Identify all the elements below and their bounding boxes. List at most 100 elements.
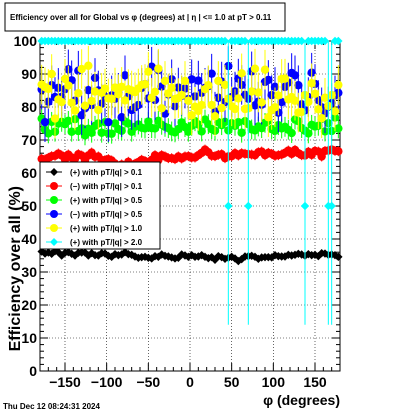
data-point [260, 65, 270, 74]
data-point [154, 64, 163, 73]
data-point [277, 97, 286, 107]
chart-title: Efficiency over all for Global vs φ (deg… [10, 13, 272, 22]
data-point [107, 129, 116, 138]
series-1 [37, 247, 343, 266]
data-point [94, 105, 103, 115]
data-point [214, 76, 223, 86]
data-point [240, 36, 250, 46]
data-point [130, 252, 140, 261]
data-point [317, 114, 326, 123]
y-tick-label: 50 [21, 198, 37, 214]
data-point [197, 127, 206, 136]
data-point [110, 83, 120, 92]
data-point [80, 131, 90, 140]
x-tick-label: 150 [303, 374, 327, 390]
series-5 [37, 45, 343, 139]
data-point [180, 251, 190, 260]
data-point [274, 91, 283, 100]
data-point [107, 94, 116, 103]
legend-marker [50, 196, 58, 204]
data-point [220, 117, 230, 127]
data-point [204, 81, 213, 90]
legend: (+) with pT/|q| > 0.1 (−) with pT/|q| > 0… [39, 161, 161, 250]
legend-box [39, 161, 161, 250]
data-point [40, 117, 50, 127]
data-point [217, 103, 226, 113]
data-point [220, 36, 230, 46]
data-point [334, 124, 343, 133]
series-6 [37, 36, 343, 325]
data-point [64, 116, 73, 126]
data-point [74, 88, 83, 98]
footer-timestamp: Thu Dec 12 08:24:31 2024 [3, 402, 100, 411]
data-point [47, 69, 56, 79]
x-tick-label: −100 [91, 374, 123, 390]
y-tick-label: 40 [21, 231, 37, 247]
data-point [327, 201, 336, 211]
data-point [230, 254, 240, 263]
data-point [244, 201, 253, 211]
data-point [307, 79, 316, 88]
data-point [87, 248, 96, 258]
data-point [87, 96, 96, 106]
y-axis-label: Efficiency over all (%) [7, 186, 24, 351]
data-point [100, 84, 110, 93]
data-point [310, 89, 320, 99]
data-point [90, 87, 100, 96]
data-point [140, 124, 150, 133]
data-point [270, 82, 280, 92]
y-tick-label: 100 [14, 33, 38, 49]
data-point [64, 81, 73, 90]
x-tick-label: −50 [136, 374, 160, 390]
data-point [297, 36, 306, 46]
data-point [334, 36, 343, 46]
data-point [294, 81, 303, 90]
data-point [207, 100, 216, 110]
data-point [247, 87, 256, 96]
data-point [50, 114, 60, 123]
data-point [187, 75, 196, 84]
data-point [84, 85, 93, 95]
legend-label: (−) with pT/|q| > 0.1 [70, 182, 143, 191]
y-tick-label: 80 [21, 99, 37, 115]
data-point [114, 89, 123, 99]
data-point [234, 117, 243, 127]
legend-label: (+) with pT/|q| > 0.1 [70, 168, 143, 177]
data-point [150, 124, 160, 133]
data-point [144, 117, 153, 126]
data-point [304, 97, 313, 107]
data-point [197, 100, 206, 110]
data-point [150, 87, 160, 97]
data-point [180, 76, 190, 86]
data-point [234, 94, 243, 103]
data-point [280, 74, 290, 83]
legend-marker [50, 168, 58, 176]
x-tick-label: 0 [186, 374, 194, 390]
data-point [250, 64, 260, 73]
data-point [300, 201, 310, 211]
data-point [87, 128, 96, 137]
data-point [330, 107, 340, 116]
data-point [334, 80, 343, 90]
data-point [44, 129, 53, 138]
y-tick-label: 20 [21, 297, 37, 313]
data-point [70, 106, 80, 115]
data-point [257, 98, 266, 107]
data-point [297, 107, 306, 117]
data-point [287, 128, 296, 138]
data-point [220, 80, 230, 90]
data-point [187, 111, 196, 120]
data-point [237, 128, 246, 137]
data-point [264, 113, 273, 122]
data-point [160, 76, 170, 86]
data-point [254, 88, 263, 97]
legend-marker [50, 210, 58, 218]
data-point [334, 147, 343, 156]
data-point [290, 71, 300, 80]
data-point [184, 96, 193, 105]
legend-marker [50, 182, 58, 190]
x-axis-label: φ (degrees) [263, 392, 340, 408]
data-point [120, 71, 130, 80]
legend-marker [50, 224, 58, 232]
